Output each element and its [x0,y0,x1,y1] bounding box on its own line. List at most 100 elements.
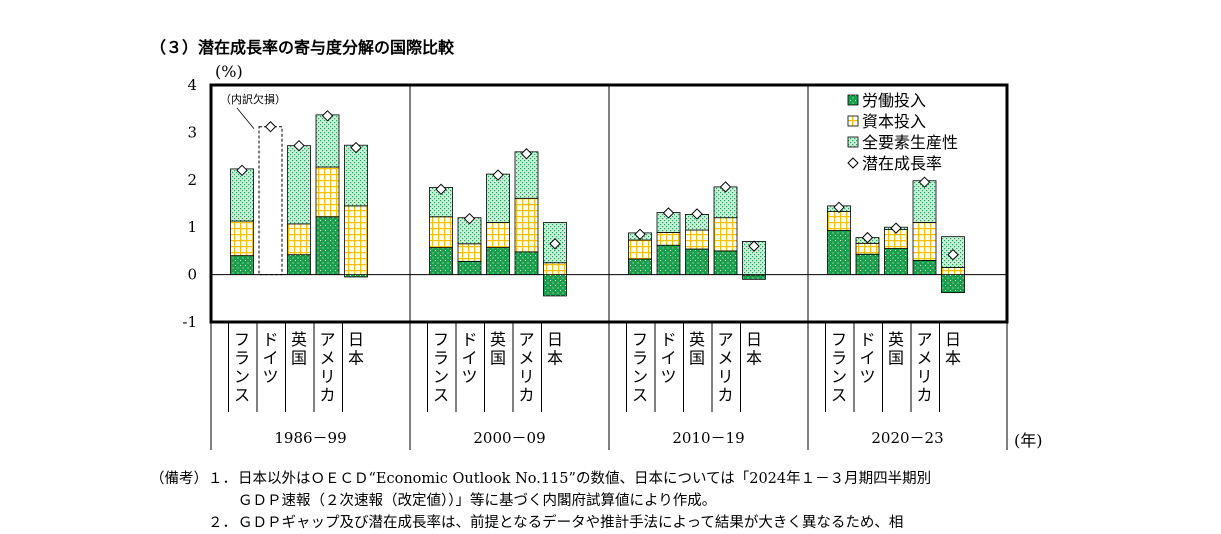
country-label: 国 [291,349,307,368]
bar-segment-capital [941,267,965,275]
bar-segment-tfp [230,168,254,222]
country-label: 日 [547,330,563,349]
country-label: カ [518,386,534,405]
country-label: ス [632,386,648,405]
bars: （内訳欠損） [220,92,965,297]
bar-segment-capital [628,239,652,260]
country-label: 英 [291,330,307,349]
country-label: ド [461,330,477,349]
country-label: リ [518,367,534,386]
country-label: ス [831,386,847,405]
country-label: メ [717,349,733,368]
category-labels: 1986－99フランスドイツ英国アメリカ日本2000－09フランスドイツ英国アメ… [234,330,961,447]
bar-segment-tfp [315,114,340,168]
country-label: 日 [945,330,961,349]
legend-label: 資本投入 [862,112,926,131]
period-label: 2000－09 [473,429,545,447]
country-label: ツ [660,367,676,386]
bar-segment-tfp [486,173,510,223]
bar-segment-labor [514,251,539,276]
bar-segment-capital [486,222,510,248]
country-label: フ [433,330,449,349]
bar-segment-labor [315,216,340,276]
country-label: 国 [888,349,904,368]
country-label: ド [262,330,278,349]
y-tick-label: 3 [187,123,197,141]
country-label: リ [319,367,335,386]
axes: -1 0 1 2 3 4 [182,76,1009,450]
bar-segment-labor [884,248,908,275]
growth-marker [833,201,845,213]
country-label: ン [433,367,449,386]
period-label: 2010－19 [672,429,744,447]
country-label: イ [461,349,477,368]
country-label: イ [262,349,278,368]
bar-segment-capital [287,223,311,256]
growth-marker [492,169,504,181]
legend-label: 労働投入 [862,91,926,110]
growth-marker [634,228,646,241]
bar-segment-labor [230,255,254,275]
legend-swatch [847,94,859,106]
country-label: 本 [348,349,364,368]
country-label: リ [916,367,932,386]
country-label: イ [660,349,676,368]
chart-title: （３）潜在成長率の寄与度分解の国際比較 [150,38,455,57]
legend-label: 潜在成長率 [862,154,942,173]
growth-marker [719,181,732,193]
country-label: 本 [945,349,961,368]
country-label: フ [234,330,250,349]
bar-segment-capital [685,229,709,250]
country-label: 国 [490,349,506,368]
country-label: メ [518,349,534,368]
bar-segment-labor [457,260,482,276]
y-tick-label: 2 [187,171,197,189]
bar-segment-capital [344,205,368,275]
bar-segment-capital [315,166,340,218]
bar-segment-capital [457,243,482,262]
y-tick-label: 0 [187,266,197,284]
growth-marker [520,148,533,160]
country-label: 英 [888,330,904,349]
bar-segment-capital [230,220,254,257]
country-label: ン [632,367,648,386]
country-label: ツ [461,367,477,386]
notes-label: （備考） [150,471,208,487]
note-2-num: ２． [208,515,237,531]
country-label: メ [319,349,335,368]
growth-marker [947,248,959,261]
missing-breakdown-box [258,126,283,276]
growth-marker [293,139,305,152]
legend-swatch [847,136,859,148]
country-label: 英 [490,330,506,349]
bar-segment-capital [656,232,681,246]
year-unit-label: (年) [1014,431,1043,450]
country-label: ツ [859,367,875,386]
bar-segment-capital [713,217,738,252]
missing-breakdown-annotation: （内訳欠損） [220,92,286,106]
bar-segment-labor [713,250,738,275]
bar-segment-labor [912,259,937,276]
note-1-num: １． [208,471,237,487]
growth-marker [662,207,675,219]
legend-marker-growth [847,157,859,169]
growth-marker [691,208,703,220]
country-label: カ [717,386,733,405]
notes: （備考） １． 日本以外はＯＥＣＤ“Economic Outlook No.11… [150,468,931,534]
growth-marker [350,141,362,154]
growth-marker [236,164,248,177]
bar-segment-labor [429,247,453,276]
bar-segment-labor [543,274,567,297]
country-label: ン [234,367,250,386]
note-1-line-2: ＧＤＰ速報（２次速報（改定値））」等に基づく内閣府試算値により作成。 [238,493,717,509]
country-label: ア [916,330,932,349]
country-label: リ [717,367,733,386]
country-label: ド [660,330,676,349]
country-label: メ [916,349,932,368]
bar-segment-capital [912,222,937,261]
growth-marker [918,176,931,188]
y-tick-label: 1 [187,218,197,236]
legend-label: 全要素生産性 [862,133,958,152]
